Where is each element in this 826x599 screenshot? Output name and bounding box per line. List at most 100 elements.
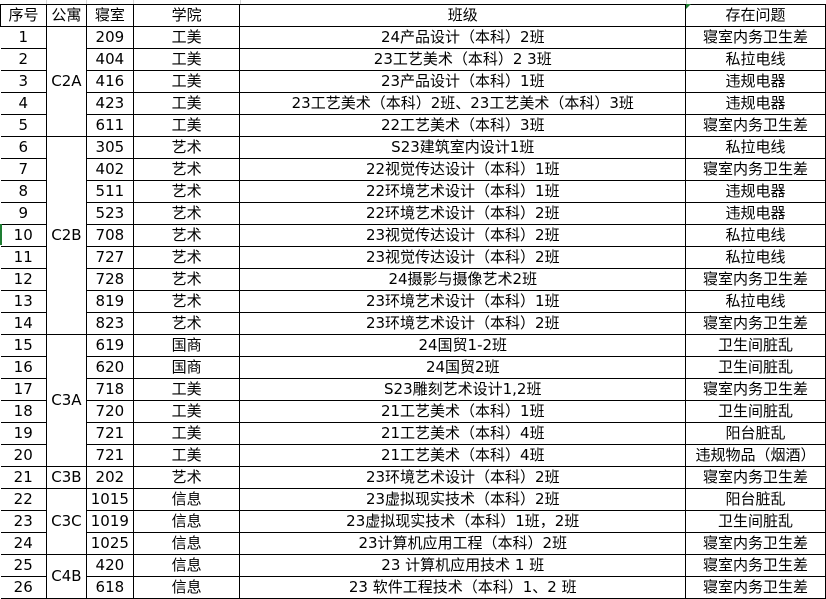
- cell-room[interactable]: 721: [85, 444, 134, 467]
- cell-issue[interactable]: 卫生间脏乱: [685, 400, 826, 423]
- cell-college[interactable]: 艺术: [132, 136, 241, 159]
- cell-no[interactable]: 17: [0, 378, 47, 401]
- cell-issue[interactable]: 私拉电线: [685, 48, 826, 71]
- cell-college[interactable]: 艺术: [132, 224, 241, 247]
- cell-issue[interactable]: 私拉电线: [685, 290, 826, 313]
- cell-room[interactable]: 727: [85, 246, 134, 269]
- cell-room[interactable]: 511: [85, 180, 134, 203]
- cell-college[interactable]: 工美: [132, 48, 241, 71]
- cell-class[interactable]: 23工艺美术（本科）2班、23工艺美术（本科）3班: [239, 92, 687, 115]
- cell-no[interactable]: 13: [0, 290, 47, 313]
- cell-issue[interactable]: 寝室内务卫生差: [685, 554, 826, 577]
- cell-issue[interactable]: 寝室内务卫生差: [685, 466, 826, 489]
- cell-no[interactable]: 15: [0, 334, 47, 357]
- cell-room[interactable]: 420: [85, 554, 134, 577]
- cell-college[interactable]: 信息: [132, 576, 241, 599]
- cell-issue[interactable]: 卫生间脏乱: [685, 510, 826, 533]
- cell-college[interactable]: 工美: [132, 378, 241, 401]
- cell-no[interactable]: 1: [0, 26, 47, 49]
- cell-issue[interactable]: 阳台脏乱: [685, 422, 826, 445]
- cell-no[interactable]: 4: [0, 92, 47, 115]
- cell-no[interactable]: 22: [0, 488, 47, 511]
- cell-no[interactable]: 20: [0, 444, 47, 467]
- cell-college[interactable]: 信息: [132, 488, 241, 511]
- cell-no[interactable]: 16: [0, 356, 47, 379]
- cell-room[interactable]: 620: [85, 356, 134, 379]
- cell-issue[interactable]: 私拉电线: [685, 224, 826, 247]
- cell-room[interactable]: 523: [85, 202, 134, 225]
- cell-apartment[interactable]: C2B: [45, 136, 87, 335]
- cell-room[interactable]: 404: [85, 48, 134, 71]
- cell-no[interactable]: 9: [0, 202, 47, 225]
- cell-issue[interactable]: 私拉电线: [685, 136, 826, 159]
- cell-no[interactable]: 19: [0, 422, 47, 445]
- cell-class[interactable]: 23虚拟现实技术（本科）1班，2班: [239, 510, 687, 533]
- cell-class[interactable]: 24国贸1-2班: [239, 334, 687, 357]
- cell-college[interactable]: 工美: [132, 422, 241, 445]
- cell-college[interactable]: 艺术: [132, 466, 241, 489]
- cell-no[interactable]: 10: [0, 224, 47, 247]
- cell-room[interactable]: 819: [85, 290, 134, 313]
- cell-no[interactable]: 6: [0, 136, 47, 159]
- cell-room[interactable]: 305: [85, 136, 134, 159]
- cell-no[interactable]: 11: [0, 246, 47, 269]
- cell-issue[interactable]: 违规电器: [685, 202, 826, 225]
- header-apartment[interactable]: 公寓: [45, 4, 87, 27]
- cell-room[interactable]: 423: [85, 92, 134, 115]
- cell-no[interactable]: 18: [0, 400, 47, 423]
- cell-college[interactable]: 工美: [132, 400, 241, 423]
- cell-room[interactable]: 718: [85, 378, 134, 401]
- cell-issue[interactable]: 违规电器: [685, 92, 826, 115]
- cell-no[interactable]: 24: [0, 532, 47, 555]
- cell-apartment[interactable]: C3C: [45, 488, 87, 555]
- cell-class[interactable]: 23视觉传达设计（本科）2班: [239, 224, 687, 247]
- cell-college[interactable]: 信息: [132, 554, 241, 577]
- cell-class[interactable]: 23环境艺术设计（本科）2班: [239, 312, 687, 335]
- cell-college[interactable]: 国商: [132, 334, 241, 357]
- cell-college[interactable]: 艺术: [132, 268, 241, 291]
- cell-class[interactable]: S23雕刻艺术设计1,2班: [239, 378, 687, 401]
- header-room[interactable]: 寝室: [85, 4, 134, 27]
- cell-issue[interactable]: 违规电器: [685, 70, 826, 93]
- cell-issue[interactable]: 寝室内务卫生差: [685, 114, 826, 137]
- cell-class[interactable]: 23视觉传达设计（本科）2班: [239, 246, 687, 269]
- cell-room[interactable]: 1015: [85, 488, 134, 511]
- cell-class[interactable]: 23环境艺术设计（本科）2班: [239, 466, 687, 489]
- cell-college[interactable]: 艺术: [132, 312, 241, 335]
- cell-no[interactable]: 5: [0, 114, 47, 137]
- cell-college[interactable]: 工美: [132, 26, 241, 49]
- cell-college[interactable]: 工美: [132, 92, 241, 115]
- cell-issue[interactable]: 违规电器: [685, 180, 826, 203]
- cell-room[interactable]: 721: [85, 422, 134, 445]
- cell-class[interactable]: 21工艺美术（本科）1班: [239, 400, 687, 423]
- cell-no[interactable]: 26: [0, 576, 47, 599]
- cell-issue[interactable]: 私拉电线: [685, 246, 826, 269]
- cell-issue[interactable]: 寝室内务卫生差: [685, 532, 826, 555]
- cell-issue[interactable]: 寝室内务卫生差: [685, 312, 826, 335]
- cell-apartment[interactable]: C2A: [45, 26, 87, 137]
- cell-apartment[interactable]: C3B: [45, 466, 87, 489]
- cell-class[interactable]: 22环境艺术设计（本科）1班: [239, 180, 687, 203]
- cell-no[interactable]: 8: [0, 180, 47, 203]
- cell-college[interactable]: 艺术: [132, 158, 241, 181]
- cell-room[interactable]: 618: [85, 576, 134, 599]
- cell-no[interactable]: 7: [0, 158, 47, 181]
- cell-college[interactable]: 信息: [132, 532, 241, 555]
- cell-class[interactable]: 23 软件工程技术（本科）1、2 班: [239, 576, 687, 599]
- cell-college[interactable]: 艺术: [132, 180, 241, 203]
- cell-class[interactable]: 24摄影与摄像艺术2班: [239, 268, 687, 291]
- cell-room[interactable]: 611: [85, 114, 134, 137]
- cell-class[interactable]: 22工艺美术（本科）3班: [239, 114, 687, 137]
- header-college[interactable]: 学院: [132, 4, 241, 27]
- cell-college[interactable]: 国商: [132, 356, 241, 379]
- header-no[interactable]: 序号: [0, 4, 47, 27]
- cell-room[interactable]: 209: [85, 26, 134, 49]
- cell-class[interactable]: S23建筑室内设计1班: [239, 136, 687, 159]
- cell-class[interactable]: 23 计算机应用技术 1 班: [239, 554, 687, 577]
- cell-no[interactable]: 21: [0, 466, 47, 489]
- cell-class[interactable]: 23产品设计（本科）1班: [239, 70, 687, 93]
- cell-no[interactable]: 12: [0, 268, 47, 291]
- cell-room[interactable]: 823: [85, 312, 134, 335]
- cell-class[interactable]: 22环境艺术设计（本科）2班: [239, 202, 687, 225]
- cell-room[interactable]: 728: [85, 268, 134, 291]
